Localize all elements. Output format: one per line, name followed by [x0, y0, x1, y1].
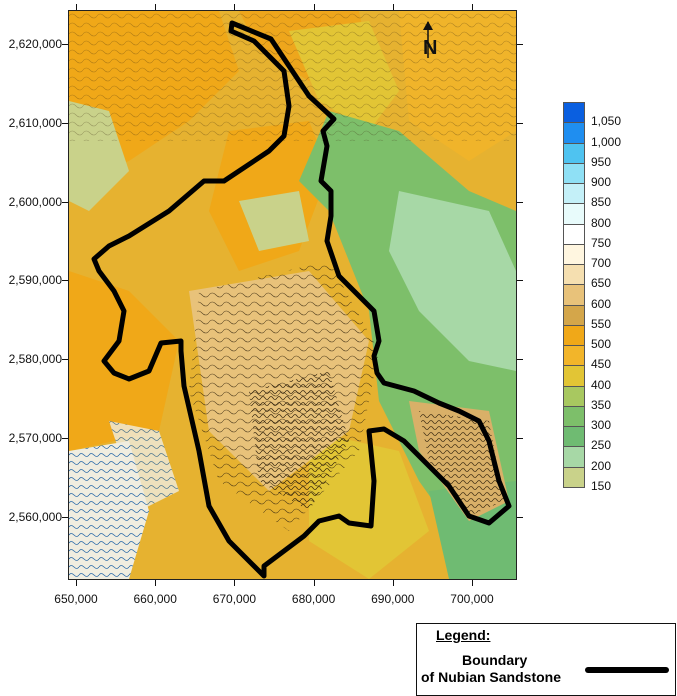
colorbar-swatch [563, 162, 585, 185]
map-frame[interactable] [68, 10, 517, 580]
y-tick-label: 2,560,000 [8, 509, 62, 524]
colorbar-label: 350 [591, 397, 612, 412]
colorbar-swatch [563, 203, 585, 225]
region-green-light [389, 191, 516, 371]
y-tick-label: 2,590,000 [8, 273, 62, 288]
x-tick-mark [472, 580, 473, 586]
colorbar-label: 400 [591, 377, 612, 392]
y-tick-mark-right [517, 122, 523, 124]
x-tick-mark-top [76, 4, 77, 10]
x-tick-mark [234, 580, 236, 586]
x-tick-mark-top [155, 4, 157, 10]
colorbar-label: 750 [591, 235, 612, 250]
region-high-sw2 [109, 421, 179, 511]
colorbar-label: 1,050 [591, 114, 622, 129]
y-tick-mark [62, 516, 68, 518]
colorbar-swatch [563, 405, 585, 428]
colorbar-swatch [563, 304, 585, 326]
legend-boundary-swatch [585, 667, 669, 673]
x-tick-mark-top [472, 4, 473, 10]
colorbar-swatch [563, 446, 585, 468]
x-tick-label: 690,000 [371, 592, 415, 606]
colorbar-label: 700 [591, 256, 612, 271]
y-tick-label: 2,570,000 [8, 431, 62, 445]
y-tick-label: 2,620,000 [8, 37, 62, 51]
y-tick-mark [62, 201, 68, 203]
x-tick-label: 650,000 [54, 592, 98, 606]
colorbar-label: 1,000 [591, 134, 622, 149]
y-tick-mark [62, 438, 68, 439]
y-tick-mark-right [517, 280, 523, 282]
y-tick-mark [62, 122, 68, 124]
y-tick-mark-right [517, 516, 523, 518]
elevation-map[interactable] [69, 11, 516, 579]
colorbar-swatch [563, 284, 585, 306]
x-tick-label: 660,000 [133, 592, 177, 606]
colorbar-swatch [563, 365, 585, 387]
colorbar-label: 800 [591, 215, 612, 230]
contour-dense [249, 371, 349, 511]
colorbar-swatch [563, 142, 585, 164]
x-tick-mark [313, 580, 315, 586]
region-khaki-c [239, 191, 309, 251]
north-arrow-icon: N [423, 21, 437, 59]
y-tick-mark-right [517, 438, 523, 439]
colorbar-swatch [563, 243, 585, 266]
colorbar-label: 850 [591, 195, 612, 210]
colorbar-swatch [563, 426, 585, 448]
y-tick-mark [62, 44, 68, 45]
colorbar-label: 300 [591, 418, 612, 433]
colorbar-swatch [563, 345, 585, 367]
colorbar-swatch [563, 102, 585, 124]
x-tick-mark [76, 580, 77, 586]
region-orange-w [69, 271, 179, 451]
x-tick-label: 700,000 [450, 592, 494, 606]
colorbar-label: 450 [591, 357, 612, 372]
y-tick-mark-right [517, 201, 523, 203]
x-tick-mark-top [234, 4, 236, 10]
x-tick-mark-top [313, 4, 315, 10]
north-label: N [423, 37, 437, 59]
elevation-colorbar [563, 102, 587, 488]
contour-nw [69, 11, 516, 141]
legend-title: Legend: [436, 627, 491, 643]
colorbar-label: 900 [591, 175, 612, 190]
colorbar-swatch [563, 223, 585, 245]
colorbar-swatch [563, 324, 585, 347]
y-tick-label: 2,600,000 [8, 194, 62, 209]
legend-box: Legend: Boundary of Nubian Sandstone [416, 623, 676, 696]
colorbar-swatch [563, 183, 585, 205]
x-tick-mark-top [392, 4, 394, 10]
x-tick-mark [392, 580, 394, 586]
colorbar-swatch [563, 466, 585, 488]
y-tick-mark-right [517, 359, 523, 361]
colorbar-label: 500 [591, 337, 612, 352]
legend-label-line1: Boundary [462, 652, 528, 668]
colorbar-label: 550 [591, 316, 612, 331]
colorbar-swatch [563, 385, 585, 407]
colorbar-label: 650 [591, 276, 612, 291]
legend-label-line2: of Nubian Sandstone [421, 669, 561, 685]
x-tick-mark [155, 580, 157, 586]
y-tick-label: 2,610,000 [8, 115, 62, 130]
y-tick-label: 2,580,000 [8, 352, 62, 367]
y-tick-mark [62, 359, 68, 361]
colorbar-label: 250 [591, 438, 612, 453]
x-tick-label: 680,000 [291, 592, 336, 606]
colorbar-label: 150 [591, 478, 612, 493]
y-tick-mark-right [517, 44, 523, 45]
colorbar-label: 200 [591, 458, 612, 473]
x-tick-label: 670,000 [212, 592, 257, 606]
nubian-sandstone-boundary [91, 20, 512, 579]
colorbar-label: 600 [591, 296, 612, 311]
colorbar-swatch [563, 264, 585, 286]
contour-dense-se [419, 411, 504, 516]
colorbar-swatch [563, 122, 585, 144]
y-tick-mark [62, 280, 68, 282]
colorbar-label: 950 [591, 154, 612, 169]
